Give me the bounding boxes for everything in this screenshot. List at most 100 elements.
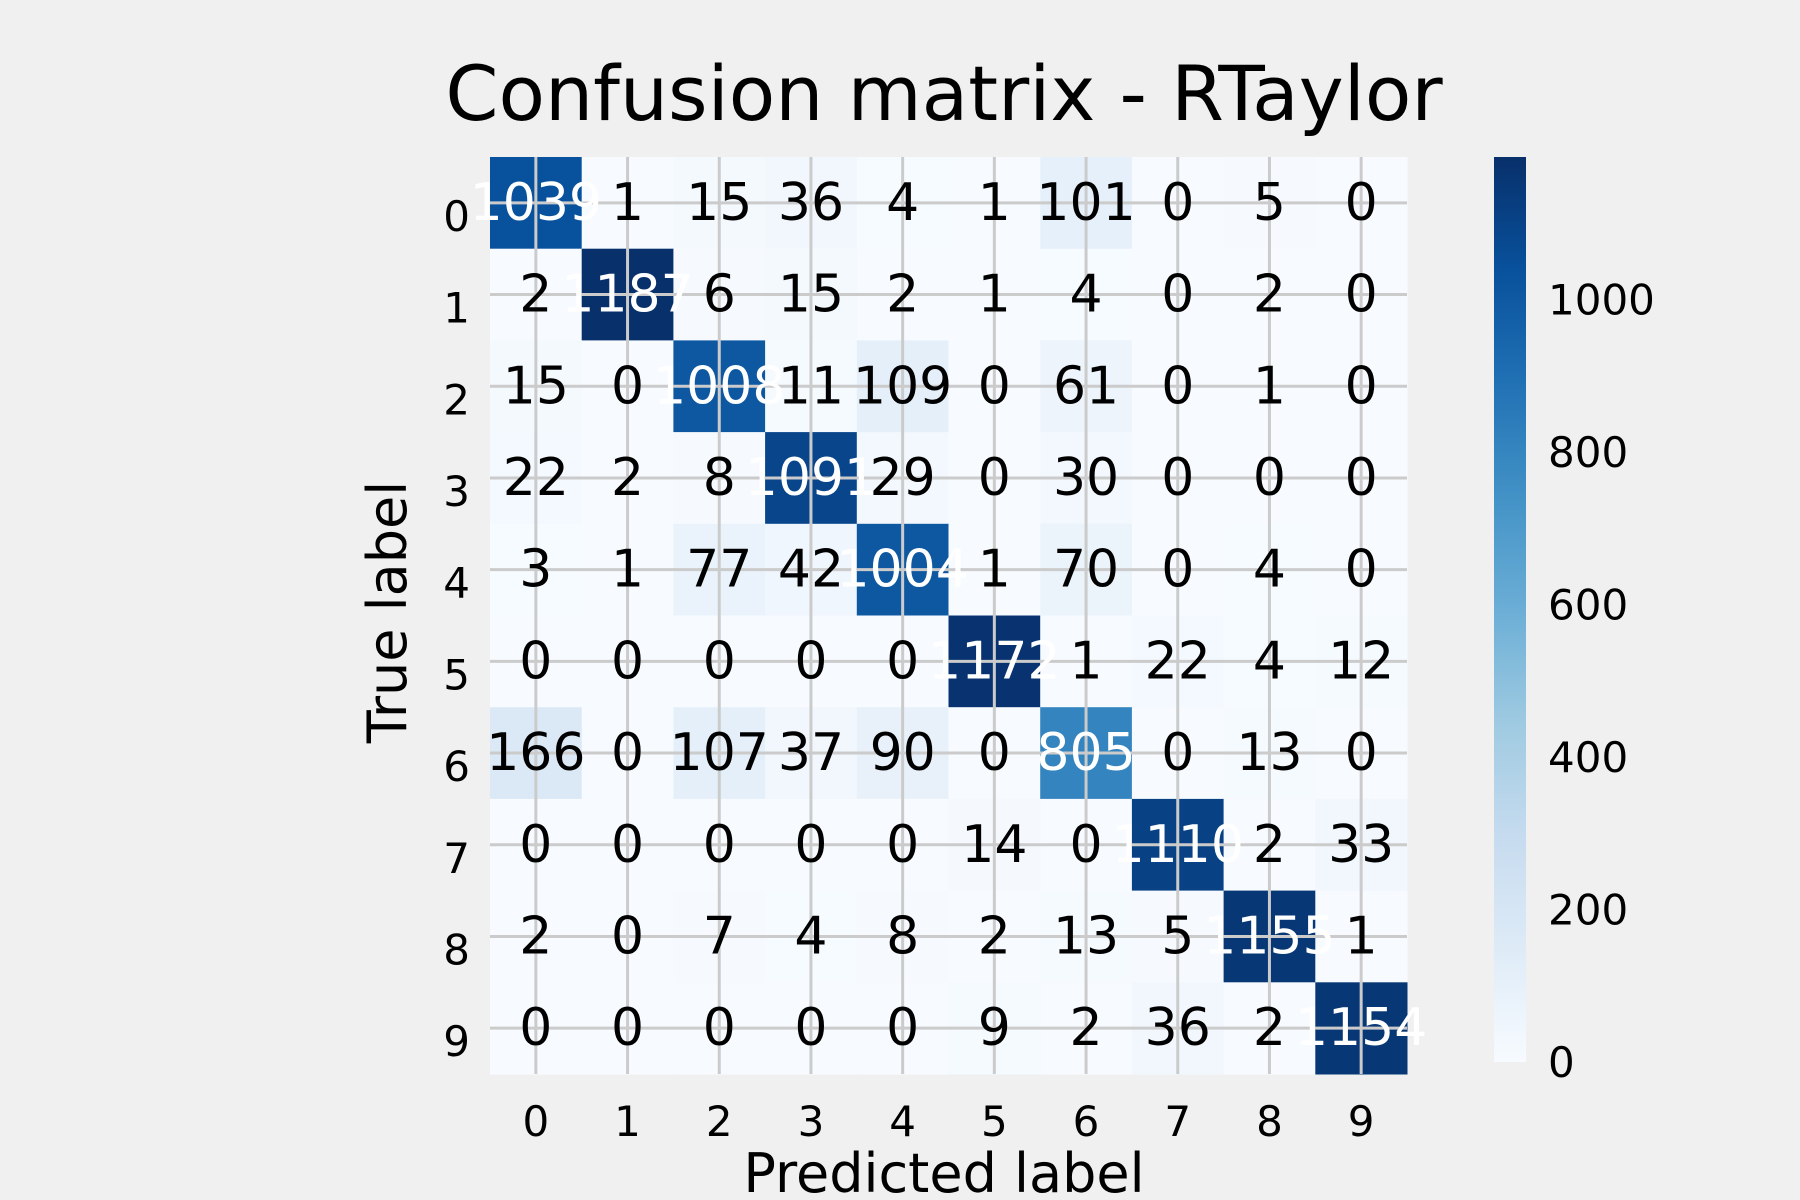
x-tick-2: 2 <box>706 1097 733 1146</box>
y-tick-2: 2 <box>443 375 470 424</box>
cell-label-0-1: 1 <box>611 173 644 233</box>
cell-label-6-4: 90 <box>870 723 936 783</box>
cell-label-8-1: 0 <box>611 906 644 966</box>
cell-label-0-9: 0 <box>1345 173 1378 233</box>
cell-label-5-3: 0 <box>794 631 827 691</box>
cell-label-1-7: 0 <box>1161 265 1194 325</box>
cell-label-9-0: 0 <box>519 998 552 1058</box>
cell-label-3-3: 1091 <box>745 448 877 508</box>
cell-label-0-6: 101 <box>1036 173 1135 233</box>
y-axis-label: True label <box>356 481 419 744</box>
cell-label-5-5: 1172 <box>928 631 1060 691</box>
cell-label-9-2: 0 <box>703 998 736 1058</box>
x-tick-8: 8 <box>1256 1097 1283 1146</box>
x-tick-3: 3 <box>798 1097 825 1146</box>
cell-label-6-6: 805 <box>1036 723 1135 783</box>
cell-label-2-1: 0 <box>611 356 644 416</box>
y-tick-7: 7 <box>443 834 470 883</box>
cell-label-7-7: 1110 <box>1112 815 1244 875</box>
cell-label-7-9: 33 <box>1328 815 1394 875</box>
cell-label-5-8: 4 <box>1253 631 1286 691</box>
cell-label-1-4: 2 <box>886 265 919 325</box>
cell-label-6-7: 0 <box>1161 723 1194 783</box>
cell-label-2-6: 61 <box>1053 356 1119 416</box>
y-tick-9: 9 <box>443 1017 470 1066</box>
y-tick-4: 4 <box>443 559 470 608</box>
cell-label-9-8: 2 <box>1253 998 1286 1058</box>
cell-label-9-4: 0 <box>886 998 919 1058</box>
cell-label-7-1: 0 <box>611 815 644 875</box>
x-tick-0: 0 <box>522 1097 549 1146</box>
cell-label-4-1: 1 <box>611 540 644 600</box>
colorbar-tick-0: 0 <box>1548 1038 1575 1087</box>
x-axis-label: Predicted label <box>743 1142 1144 1200</box>
cell-label-8-4: 8 <box>886 906 919 966</box>
cell-label-3-1: 2 <box>611 448 644 508</box>
x-tick-1: 1 <box>614 1097 641 1146</box>
y-tick-5: 5 <box>443 650 470 699</box>
colorbar-tick-5: 1000 <box>1548 276 1655 325</box>
cell-label-9-5: 9 <box>978 998 1011 1058</box>
cell-label-9-7: 36 <box>1145 998 1211 1058</box>
cell-label-8-6: 13 <box>1053 906 1119 966</box>
cell-label-1-8: 2 <box>1253 265 1286 325</box>
cell-value-labels: 1039 1 15 36 4 1 101 0 5 02 1187 6 15 2 1 4 0 2 015 0 100811… <box>470 173 1428 1058</box>
cell-label-1-6: 4 <box>1070 265 1103 325</box>
cell-label-5-2: 0 <box>703 631 736 691</box>
cell-label-7-6: 0 <box>1070 815 1103 875</box>
x-tick-4: 4 <box>889 1097 916 1146</box>
cell-label-1-3: 15 <box>778 265 844 325</box>
cell-label-4-3: 42 <box>778 540 844 600</box>
cell-label-2-5: 0 <box>978 356 1011 416</box>
cell-label-4-5: 1 <box>978 540 1011 600</box>
cell-label-8-3: 4 <box>794 906 827 966</box>
cell-label-7-0: 0 <box>519 815 552 875</box>
cell-label-5-4: 0 <box>886 631 919 691</box>
colorbar-ticks: 0 200 400 600 800 1000 <box>1548 276 1655 1087</box>
cell-label-9-6: 2 <box>1070 998 1103 1058</box>
cell-label-1-0: 2 <box>519 265 552 325</box>
cell-label-1-9: 0 <box>1345 265 1378 325</box>
cell-label-0-5: 1 <box>978 173 1011 233</box>
cell-label-8-2: 7 <box>703 906 736 966</box>
colorbar <box>1494 157 1526 1062</box>
colorbar-tick-1: 200 <box>1548 886 1628 935</box>
cell-label-0-8: 5 <box>1253 173 1286 233</box>
cell-label-6-5: 0 <box>978 723 1011 783</box>
cell-label-5-6: 1 <box>1070 631 1103 691</box>
cell-label-7-2: 0 <box>703 815 736 875</box>
chart-title: Confusion matrix - RTaylor <box>445 49 1443 138</box>
cell-label-0-2: 15 <box>686 173 752 233</box>
x-tick-9: 9 <box>1348 1097 1375 1146</box>
cell-label-0-0: 1039 <box>470 173 602 233</box>
cell-label-1-5: 1 <box>978 265 1011 325</box>
cell-label-5-1: 0 <box>611 631 644 691</box>
cell-label-7-5: 14 <box>961 815 1027 875</box>
x-axis-ticks: 0 1 2 3 4 5 6 7 8 9 <box>522 1097 1374 1146</box>
cell-label-4-9: 0 <box>1345 540 1378 600</box>
cell-label-0-3: 36 <box>778 173 844 233</box>
colorbar-tick-4: 800 <box>1548 428 1628 477</box>
cell-label-2-8: 1 <box>1253 356 1286 416</box>
cell-label-5-7: 22 <box>1145 631 1211 691</box>
x-tick-5: 5 <box>981 1097 1008 1146</box>
cell-label-8-7: 5 <box>1161 906 1194 966</box>
colorbar-tick-3: 600 <box>1548 581 1628 630</box>
cell-label-3-5: 0 <box>978 448 1011 508</box>
cell-label-3-8: 0 <box>1253 448 1286 508</box>
cell-label-3-2: 8 <box>703 448 736 508</box>
cell-label-4-8: 4 <box>1253 540 1286 600</box>
cell-label-5-0: 0 <box>519 631 552 691</box>
y-tick-6: 6 <box>443 742 470 791</box>
cell-label-6-0: 166 <box>486 723 585 783</box>
cell-label-6-1: 0 <box>611 723 644 783</box>
cell-label-6-8: 13 <box>1236 723 1302 783</box>
cell-label-6-3: 37 <box>778 723 844 783</box>
cell-label-0-4: 4 <box>886 173 919 233</box>
cell-label-7-3: 0 <box>794 815 827 875</box>
colorbar-tick-2: 400 <box>1548 733 1628 782</box>
cell-label-9-9: 1154 <box>1295 998 1427 1058</box>
cell-label-6-2: 107 <box>670 723 769 783</box>
y-tick-8: 8 <box>443 925 470 974</box>
cell-label-4-6: 70 <box>1053 540 1119 600</box>
